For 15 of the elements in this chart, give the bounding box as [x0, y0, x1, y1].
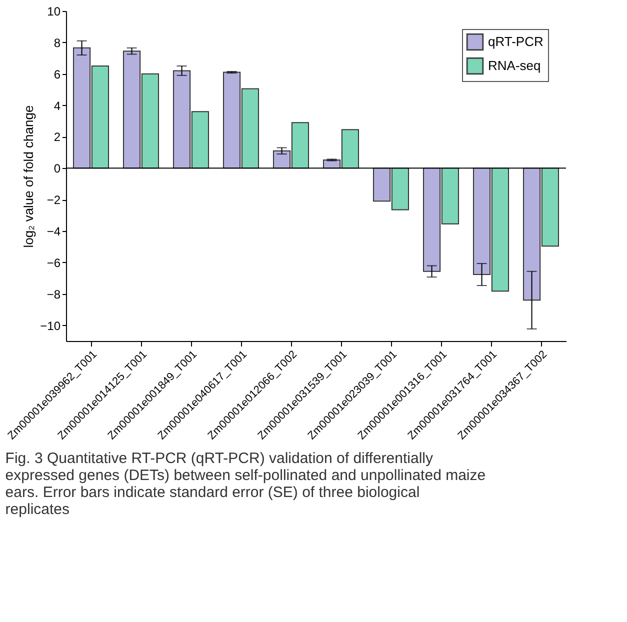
y-tick-label: −6: [46, 256, 61, 270]
y-tick-label: 0: [54, 162, 61, 176]
y-tick-label: −10: [40, 318, 61, 333]
y-tick-label: 6: [54, 67, 61, 82]
y-tick-label: −2: [46, 193, 61, 208]
y-tick-label: 8: [54, 36, 61, 50]
legend-label: qRT-PCR: [488, 34, 544, 49]
y-tick-label: 10: [47, 4, 61, 18]
caption: Fig. 3 Quantitative RT-PCR (qRT-PCR) validation of differentially expressed genes (DETs) between self-pollinated and unpollinated maize ears. Error bars indicate standard error (SE) of three biological replicates: [5, 450, 486, 518]
legend-label: RNA-seq: [488, 58, 541, 73]
y-tick-label: −4: [46, 224, 61, 238]
y-axis-title: log₂ value of fold change: [21, 105, 36, 248]
y-tick-label: −8: [46, 287, 61, 302]
y-tick-label: 4: [54, 98, 61, 113]
y-tick-label: 2: [54, 130, 61, 144]
